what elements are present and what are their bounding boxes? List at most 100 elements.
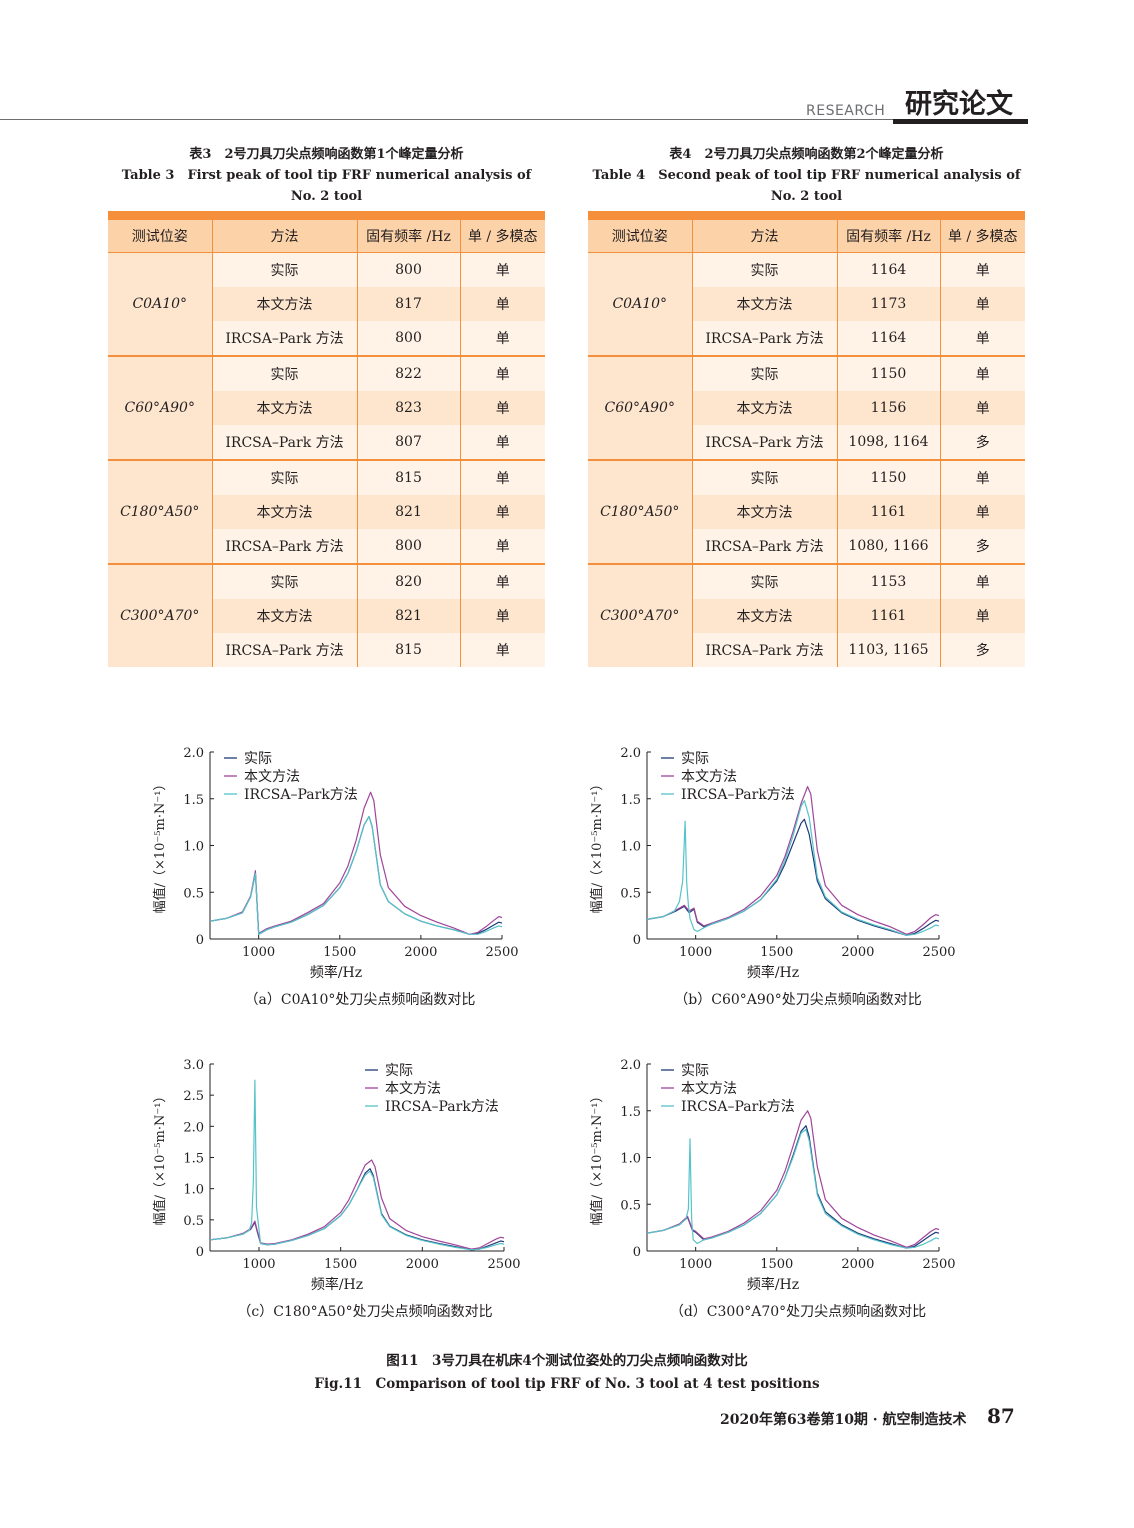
test-position-cell: C60°A90°	[108, 356, 213, 461]
chart-d: 0 0.5 1.0 1.5 2.0 1000 1500 2000 2500 频率/Hz 幅值/（×1…	[589, 1058, 956, 1293]
mode-cell: 单	[460, 460, 545, 495]
method-cell: 实际	[212, 252, 358, 287]
frequency-cell: 1164	[837, 252, 941, 287]
table-header-cell: 固有频率 /Hz	[837, 220, 941, 253]
mode-cell: 单	[460, 633, 545, 667]
table3: 测试位姿 方法 固有频率 /Hz 单 / 多模态 C0A10° 实际 800 单本文方法 817…	[108, 211, 545, 667]
method-cell: 本文方法	[692, 495, 838, 529]
y-tick-label: 1.5	[183, 1152, 204, 1167]
series-line-ircsa	[209, 1079, 505, 1251]
legend-label: IRCSA–Park方法	[385, 1099, 499, 1115]
chart-b-caption: （b）C60°A90°处刀尖点频响函数对比	[674, 992, 922, 1008]
y-tick-label: 0.5	[620, 886, 641, 901]
chart-c: 0 0.5 1.0 1.5 2.0 2.5 3.0 1000 1500 2000 2500 频率/Hz…	[152, 1058, 521, 1293]
mode-cell: 多	[940, 529, 1025, 565]
legend-label: 实际	[681, 1063, 709, 1079]
x-tick-label: 1500	[760, 1257, 793, 1272]
table3-caption: 表3 2号刀具刀尖点频响函数第1个峰定量分析 Table 3 First pea…	[108, 144, 545, 207]
table-row: C60°A90° 实际 1150 单	[588, 356, 1025, 461]
header-rule	[0, 119, 1028, 120]
table-row: C60°A90° 实际 822 单	[108, 356, 545, 461]
test-position-cell: C180°A50°	[588, 460, 693, 565]
table3-caption-en-1: Table 3 First peak of tool tip FRF numer…	[121, 168, 532, 183]
series-line-proposed	[209, 1159, 505, 1250]
legend-label: 本文方法	[385, 1081, 441, 1097]
table-row: IRCSA–Park 方法 800 单	[108, 321, 545, 357]
table-header-cell: 方法	[692, 220, 838, 253]
y-tick-label: 2.0	[620, 1058, 641, 1073]
test-position-cell: C300°A70°	[588, 564, 693, 667]
x-tick-label: 2000	[841, 1257, 874, 1272]
method-cell: 本文方法	[212, 599, 358, 633]
table-row: 本文方法 817 单	[108, 287, 545, 321]
mode-cell: 单	[940, 564, 1025, 599]
table-row: IRCSA–Park 方法 1103, 1165 多	[588, 633, 1025, 667]
y-tick-label: 2.0	[183, 746, 204, 761]
frequency-cell: 815	[357, 633, 461, 667]
method-cell: 实际	[212, 564, 358, 599]
frequency-cell: 1150	[837, 460, 941, 495]
method-cell: 实际	[692, 356, 838, 391]
frequency-cell: 800	[357, 321, 461, 357]
table-row: 本文方法 823 单	[108, 391, 545, 425]
frequency-cell: 1098, 1164	[837, 425, 941, 461]
series-line-proposed	[209, 791, 503, 935]
y-tick-label: 2.0	[183, 1120, 204, 1135]
x-tick-label: 2500	[922, 945, 955, 960]
mode-cell: 单	[460, 252, 545, 287]
method-cell: IRCSA–Park 方法	[212, 425, 358, 461]
table-row: IRCSA–Park 方法 1098, 1164 多	[588, 425, 1025, 461]
mode-cell: 单	[460, 287, 545, 321]
legend-label: 实际	[385, 1063, 413, 1079]
mode-cell: 单	[460, 529, 545, 565]
table-row: IRCSA–Park 方法 815 单	[108, 633, 545, 667]
method-cell: IRCSA–Park 方法	[692, 529, 838, 565]
table3-caption-en-2: No. 2 tool	[290, 189, 363, 204]
mode-cell: 单	[940, 599, 1025, 633]
x-tick-label: 1500	[324, 1257, 357, 1272]
series-line-proposed	[646, 1110, 940, 1248]
frequency-cell: 807	[357, 425, 461, 461]
method-cell: IRCSA–Park 方法	[212, 321, 358, 357]
x-tick-label: 1000	[679, 1257, 712, 1272]
table-row: 本文方法 1161 单	[588, 599, 1025, 633]
table4-caption: 表4 2号刀具刀尖点频响函数第2个峰定量分析 Table 4 Second pe…	[588, 144, 1025, 207]
frequency-cell: 1153	[837, 564, 941, 599]
table4-caption-en-2: No. 2 tool	[770, 189, 843, 204]
frequency-cell: 1161	[837, 495, 941, 529]
legend-label: IRCSA–Park方法	[681, 1099, 795, 1115]
method-cell: 本文方法	[692, 287, 838, 321]
figure-caption-en: Fig.11 Comparison of tool tip FRF of No.…	[314, 1376, 820, 1392]
mode-cell: 多	[940, 425, 1025, 461]
mode-cell: 单	[940, 252, 1025, 287]
x-tick-label: 1000	[242, 1257, 275, 1272]
table-top-bar	[588, 211, 1025, 220]
table-header-cell: 单 / 多模态	[460, 220, 545, 253]
test-position-cell: C0A10°	[588, 252, 693, 357]
y-tick-label: 3.0	[183, 1058, 204, 1073]
table-header-cell: 方法	[212, 220, 358, 253]
header-research-label: RESEARCH	[806, 103, 886, 119]
method-cell: 本文方法	[212, 287, 358, 321]
mode-cell: 单	[460, 356, 545, 391]
figure-caption: 图11 3号刀具在机床4个测试位姿处的刀尖点频响函数对比 Fig.11 Comp…	[0, 1350, 1134, 1396]
frequency-cell: 821	[357, 599, 461, 633]
frequency-cell: 1164	[837, 321, 941, 357]
method-cell: 实际	[692, 564, 838, 599]
mode-cell: 单	[940, 391, 1025, 425]
frequency-cell: 1156	[837, 391, 941, 425]
x-tick-label: 1500	[760, 945, 793, 960]
series-line-actual	[209, 1168, 505, 1251]
table-row: IRCSA–Park 方法 800 单	[108, 529, 545, 565]
footer-journal: 2020年第63卷第10期 · 航空制造技术	[720, 1412, 967, 1428]
frequency-cell: 1080, 1166	[837, 529, 941, 565]
x-axis-label: 频率/Hz	[310, 964, 362, 981]
y-tick-label: 0.5	[183, 1214, 204, 1229]
y-tick-label: 0.5	[620, 1198, 641, 1213]
method-cell: 本文方法	[692, 599, 838, 633]
method-cell: IRCSA–Park 方法	[692, 425, 838, 461]
table-header-cell: 单 / 多模态	[940, 220, 1025, 253]
table-row: 本文方法 1156 单	[588, 391, 1025, 425]
y-tick-label: 0	[633, 933, 641, 948]
table-top-bar	[108, 211, 545, 220]
